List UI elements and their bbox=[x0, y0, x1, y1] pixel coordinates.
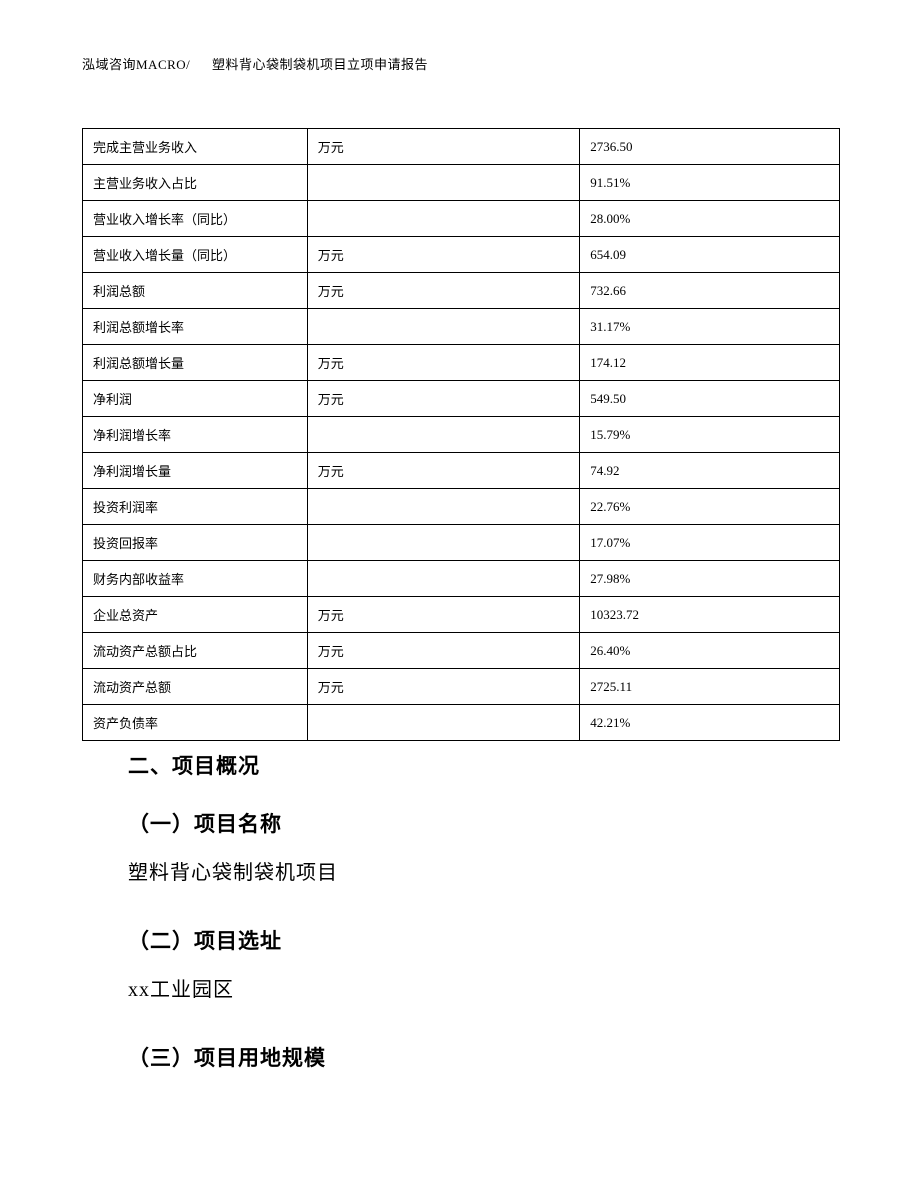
page-header: 泓域咨询MACRO/ 塑料背心袋制袋机项目立项申请报告 bbox=[82, 54, 428, 73]
row-value: 31.17% bbox=[580, 309, 840, 345]
row-unit bbox=[307, 489, 580, 525]
row-value: 27.98% bbox=[580, 561, 840, 597]
section-heading-overview: 二、项目概况 bbox=[128, 750, 828, 780]
financial-data-table: 完成主营业务收入万元2736.50主营业务收入占比91.51%营业收入增长率（同… bbox=[82, 128, 840, 741]
table-row: 净利润增长率 15.79% bbox=[83, 417, 840, 453]
row-value: 549.50 bbox=[580, 381, 840, 417]
row-unit: 万元 bbox=[307, 381, 580, 417]
subsection-project-location: （二）项目选址 xx工业园区 bbox=[128, 925, 828, 1002]
row-value: 91.51% bbox=[580, 165, 840, 201]
table-row: 利润总额万元732.66 bbox=[83, 273, 840, 309]
table-row: 营业收入增长率（同比） 28.00% bbox=[83, 201, 840, 237]
row-unit bbox=[307, 201, 580, 237]
row-unit: 万元 bbox=[307, 633, 580, 669]
row-label: 利润总额 bbox=[83, 273, 308, 309]
subsection-heading-name: （一）项目名称 bbox=[128, 808, 828, 838]
row-unit: 万元 bbox=[307, 669, 580, 705]
header-company: 泓域咨询MACRO/ bbox=[82, 57, 190, 72]
subsection-heading-land: （三）项目用地规模 bbox=[128, 1042, 828, 1072]
row-value: 74.92 bbox=[580, 453, 840, 489]
row-unit bbox=[307, 525, 580, 561]
row-label: 财务内部收益率 bbox=[83, 561, 308, 597]
row-label: 主营业务收入占比 bbox=[83, 165, 308, 201]
row-label: 流动资产总额 bbox=[83, 669, 308, 705]
row-value: 732.66 bbox=[580, 273, 840, 309]
project-location-text: xx工业园区 bbox=[128, 973, 828, 1002]
row-unit bbox=[307, 417, 580, 453]
row-label: 投资回报率 bbox=[83, 525, 308, 561]
row-label: 完成主营业务收入 bbox=[83, 129, 308, 165]
row-label: 净利润增长率 bbox=[83, 417, 308, 453]
subsection-project-name: （一）项目名称 塑料背心袋制袋机项目 bbox=[128, 808, 828, 885]
row-value: 15.79% bbox=[580, 417, 840, 453]
row-value: 42.21% bbox=[580, 705, 840, 741]
row-label: 利润总额增长率 bbox=[83, 309, 308, 345]
subsection-heading-location: （二）项目选址 bbox=[128, 925, 828, 955]
table-row: 投资回报率 17.07% bbox=[83, 525, 840, 561]
row-value: 28.00% bbox=[580, 201, 840, 237]
row-label: 企业总资产 bbox=[83, 597, 308, 633]
project-name-text: 塑料背心袋制袋机项目 bbox=[128, 856, 828, 885]
row-value: 22.76% bbox=[580, 489, 840, 525]
row-unit bbox=[307, 309, 580, 345]
row-value: 654.09 bbox=[580, 237, 840, 273]
row-value: 2725.11 bbox=[580, 669, 840, 705]
table-row: 流动资产总额万元2725.11 bbox=[83, 669, 840, 705]
row-unit: 万元 bbox=[307, 129, 580, 165]
row-value: 10323.72 bbox=[580, 597, 840, 633]
row-unit: 万元 bbox=[307, 273, 580, 309]
row-value: 174.12 bbox=[580, 345, 840, 381]
table-row: 净利润万元549.50 bbox=[83, 381, 840, 417]
row-unit bbox=[307, 705, 580, 741]
row-label: 净利润增长量 bbox=[83, 453, 308, 489]
table-row: 净利润增长量万元74.92 bbox=[83, 453, 840, 489]
row-label: 资产负债率 bbox=[83, 705, 308, 741]
row-label: 流动资产总额占比 bbox=[83, 633, 308, 669]
row-label: 利润总额增长量 bbox=[83, 345, 308, 381]
table-row: 完成主营业务收入万元2736.50 bbox=[83, 129, 840, 165]
row-unit bbox=[307, 561, 580, 597]
row-value: 17.07% bbox=[580, 525, 840, 561]
row-label: 净利润 bbox=[83, 381, 308, 417]
row-unit: 万元 bbox=[307, 453, 580, 489]
row-value: 26.40% bbox=[580, 633, 840, 669]
header-title: 塑料背心袋制袋机项目立项申请报告 bbox=[212, 57, 428, 72]
row-label: 营业收入增长率（同比） bbox=[83, 201, 308, 237]
table-row: 财务内部收益率 27.98% bbox=[83, 561, 840, 597]
table-row: 投资利润率 22.76% bbox=[83, 489, 840, 525]
content-section: 二、项目概况 （一）项目名称 塑料背心袋制袋机项目 （二）项目选址 xx工业园区… bbox=[128, 750, 828, 1094]
subsection-land-scale: （三）项目用地规模 bbox=[128, 1042, 828, 1072]
row-unit: 万元 bbox=[307, 237, 580, 273]
row-label: 营业收入增长量（同比） bbox=[83, 237, 308, 273]
table-row: 利润总额增长量万元174.12 bbox=[83, 345, 840, 381]
table-row: 营业收入增长量（同比）万元654.09 bbox=[83, 237, 840, 273]
row-label: 投资利润率 bbox=[83, 489, 308, 525]
row-unit: 万元 bbox=[307, 345, 580, 381]
table-row: 资产负债率 42.21% bbox=[83, 705, 840, 741]
table-row: 利润总额增长率 31.17% bbox=[83, 309, 840, 345]
table-row: 企业总资产万元10323.72 bbox=[83, 597, 840, 633]
table-row: 主营业务收入占比 91.51% bbox=[83, 165, 840, 201]
table-body: 完成主营业务收入万元2736.50主营业务收入占比91.51%营业收入增长率（同… bbox=[83, 129, 840, 741]
table-row: 流动资产总额占比万元26.40% bbox=[83, 633, 840, 669]
row-value: 2736.50 bbox=[580, 129, 840, 165]
row-unit bbox=[307, 165, 580, 201]
row-unit: 万元 bbox=[307, 597, 580, 633]
